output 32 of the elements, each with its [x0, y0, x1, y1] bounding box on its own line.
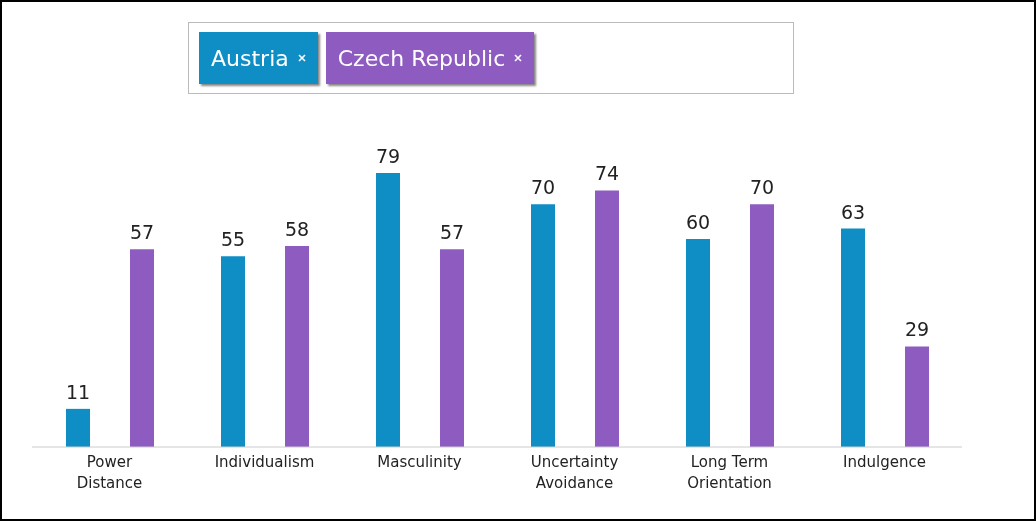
- bar: [440, 249, 464, 447]
- bar: [376, 173, 400, 447]
- bar: [285, 245, 309, 447]
- bar: [66, 408, 90, 447]
- data-label: 55: [220, 228, 246, 251]
- x-tick-label: Long Term Orientation: [687, 453, 772, 492]
- data-label: 70: [749, 176, 775, 199]
- x-tick-label: Individualism: [214, 453, 315, 471]
- text: Austria: [211, 45, 289, 71]
- data-label: 63: [840, 200, 866, 223]
- text: Czech Republic: [337, 45, 506, 71]
- bar: [130, 249, 154, 447]
- bar: [221, 256, 245, 447]
- x-tick-label: Power Distance: [76, 453, 143, 492]
- data-label: 11: [65, 380, 91, 403]
- data-label: 29: [904, 318, 930, 341]
- bar: [750, 204, 774, 447]
- data-label: 70: [530, 176, 556, 199]
- bar: [841, 228, 865, 447]
- data-label: 74: [594, 162, 620, 185]
- bar: [905, 346, 929, 447]
- bar: [595, 190, 619, 447]
- x-tick-label: Uncertainty Avoidance: [530, 453, 619, 492]
- data-label: 58: [284, 217, 310, 240]
- x-tick-label: Indulgence: [843, 453, 926, 471]
- data-label: 60: [685, 210, 711, 233]
- x-tick-label: Masculinity: [377, 453, 462, 471]
- bar: [686, 238, 710, 447]
- data-label: 57: [129, 221, 155, 244]
- bar: [531, 204, 555, 447]
- data-label: 57: [439, 221, 465, 244]
- data-label: 79: [375, 145, 401, 168]
